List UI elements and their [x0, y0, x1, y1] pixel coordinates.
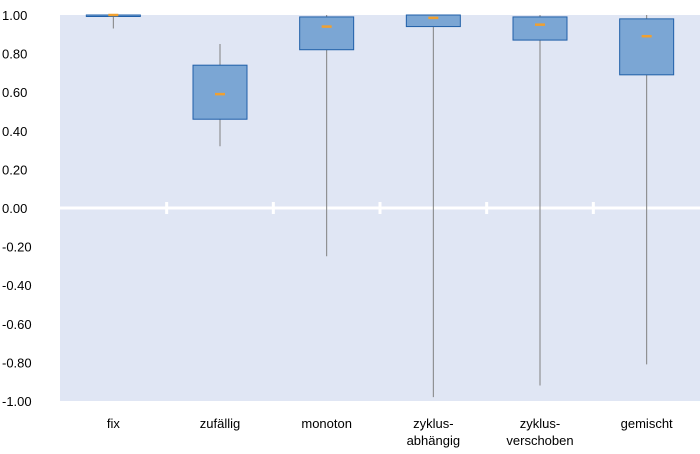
category-label: zyklus- — [413, 416, 453, 431]
y-axis-tick-labels: 1.00 0.80 0.60 0.40 0.20 0.00 -0.20 -0.40 -0.60 -… — [2, 8, 32, 409]
y-tick-label: -0.40 — [2, 278, 32, 293]
box-zyklusabhängig — [405, 14, 461, 398]
y-tick-label: 0.80 — [2, 47, 27, 62]
box-body — [619, 18, 675, 76]
box-zyklusverschoben — [512, 15, 568, 386]
box-body — [512, 16, 568, 41]
box-zufällig — [192, 43, 248, 147]
category-label: verschoben — [506, 433, 573, 448]
y-tick-label: 1.00 — [2, 8, 27, 23]
y-tick-label: -0.60 — [2, 317, 32, 332]
boxes-group — [85, 13, 675, 398]
category-label: gemischt — [621, 416, 673, 431]
category-label: abhängig — [407, 433, 461, 448]
category-label: monoton — [301, 416, 352, 431]
category-label: fix — [107, 416, 121, 431]
box-fix — [85, 13, 141, 29]
y-tick-label: 0.60 — [2, 85, 27, 100]
box-body — [192, 64, 248, 120]
y-tick-label: 0.20 — [2, 162, 27, 177]
category-label: zyklus- — [520, 416, 560, 431]
y-tick-label: 0.40 — [2, 124, 27, 139]
box-body — [299, 16, 355, 51]
category-label: zufällig — [200, 416, 240, 431]
box-body — [405, 14, 461, 28]
y-tick-label: -0.80 — [2, 355, 32, 370]
y-tick-label: -0.20 — [2, 240, 32, 255]
box-gemischt — [619, 15, 675, 365]
zero-line-group — [60, 202, 700, 214]
y-tick-label: -1.00 — [2, 394, 32, 409]
box-monoton — [299, 15, 355, 257]
x-axis-category-labels: fix zufällig monoton zyklus-abhängig zyklus-… — [107, 416, 673, 448]
y-tick-label: 0.00 — [2, 201, 27, 216]
